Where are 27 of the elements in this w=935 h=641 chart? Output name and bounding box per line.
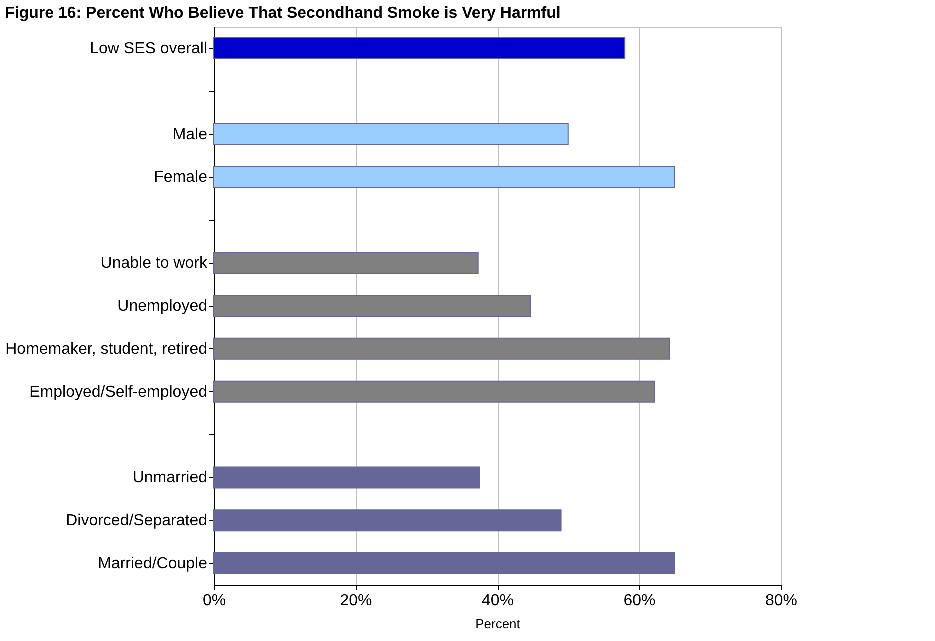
x-tick-label: 40% (482, 592, 514, 610)
bar (214, 166, 676, 188)
x-tick-label: 80% (765, 592, 798, 610)
y-tick-label: Unemployed (118, 298, 208, 315)
bar (214, 37, 626, 60)
bar (214, 123, 569, 146)
y-tick-label: Female (154, 169, 208, 186)
bar (214, 380, 656, 403)
x-axis-title: Percent (476, 616, 521, 632)
bar (214, 466, 480, 489)
chart-title: Figure 16: Percent Who Believe That Secondhand Smoke is Very Harmful (5, 5, 561, 22)
bar (214, 338, 670, 360)
y-tick-label: Divorced/Separated (66, 512, 208, 530)
y-tick-label: Male (172, 126, 208, 144)
x-tick-label: 0% (202, 592, 226, 610)
y-tick-label: Employed/Self-employed (30, 384, 208, 401)
y-tick-label: Unmarried (132, 470, 208, 487)
y-tick-label: Homemaker, student, retired (6, 340, 208, 358)
bar (214, 295, 532, 317)
y-tick-label: Married/Couple (98, 556, 208, 573)
bar (214, 552, 676, 575)
y-tick-label: Low SES overall (90, 40, 208, 58)
bar (214, 510, 562, 532)
x-tick-label: 60% (624, 592, 656, 610)
x-tick-label: 20% (340, 592, 372, 610)
y-tick-label: Unable to work (100, 255, 208, 272)
bar (214, 252, 479, 274)
